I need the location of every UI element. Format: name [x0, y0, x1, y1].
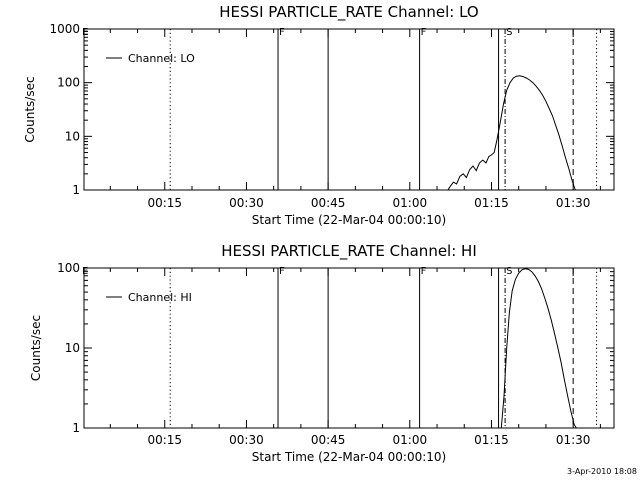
- y-tick-label: 100: [57, 76, 80, 90]
- series-line: [447, 75, 576, 190]
- x-axis-label: Start Time (22-Mar-04 00:00:10): [252, 213, 446, 227]
- chart-panel-hi: HESSI PARTICLE_RATE Channel: HI 1 10 100 00:…: [29, 242, 615, 464]
- legend-label: Channel: LO: [128, 52, 195, 65]
- legend-label: Channel: HI: [128, 291, 192, 304]
- y-axis-label: Counts/sec: [23, 76, 37, 142]
- x-tick-label: 01:30: [556, 196, 591, 210]
- x-tick-label: 00:15: [147, 196, 182, 210]
- x-tick-label: 00:15: [147, 433, 182, 447]
- chart-panel-lo: HESSI PARTICLE_RATE Channel: LO 1 10 100 100…: [23, 3, 615, 227]
- series-line: [500, 268, 577, 428]
- x-tick-label: 01:00: [393, 196, 428, 210]
- y-tick-label: 100: [57, 261, 80, 275]
- x-tick-label: 01:30: [556, 433, 591, 447]
- y-axis-label: Counts/sec: [29, 315, 43, 381]
- corner-mark: E: [82, 27, 88, 38]
- x-tick-label: 00:45: [311, 433, 346, 447]
- y-tick-label: 10: [65, 129, 80, 143]
- marker-label: S: [506, 266, 512, 277]
- marker-label: S: [506, 27, 512, 38]
- x-axis-label: Start Time (22-Mar-04 00:00:10): [252, 450, 446, 464]
- corner-mark: E: [82, 266, 88, 277]
- y-tick-label: 1: [72, 421, 80, 435]
- x-tick-label: 01:15: [474, 433, 509, 447]
- x-tick-label: 00:30: [229, 196, 264, 210]
- x-tick-label: 00:30: [229, 433, 264, 447]
- marker-label: F: [279, 266, 285, 277]
- marker-label: F: [421, 27, 427, 38]
- x-tick-label: 01:15: [474, 196, 509, 210]
- plot-frame: [83, 28, 615, 191]
- y-tick-label: 1: [72, 183, 80, 197]
- chart-title: HESSI PARTICLE_RATE Channel: HI: [221, 242, 477, 261]
- x-tick-label: 00:45: [311, 196, 346, 210]
- marker-label: F: [421, 266, 427, 277]
- marker-label: F: [279, 27, 285, 38]
- chart-title: HESSI PARTICLE_RATE Channel: LO: [219, 3, 478, 22]
- y-tick-label: 1000: [49, 22, 80, 36]
- footer-timestamp: 3-Apr-2010 18:08: [567, 467, 637, 476]
- y-tick-label: 10: [65, 341, 80, 355]
- x-tick-label: 01:00: [393, 433, 428, 447]
